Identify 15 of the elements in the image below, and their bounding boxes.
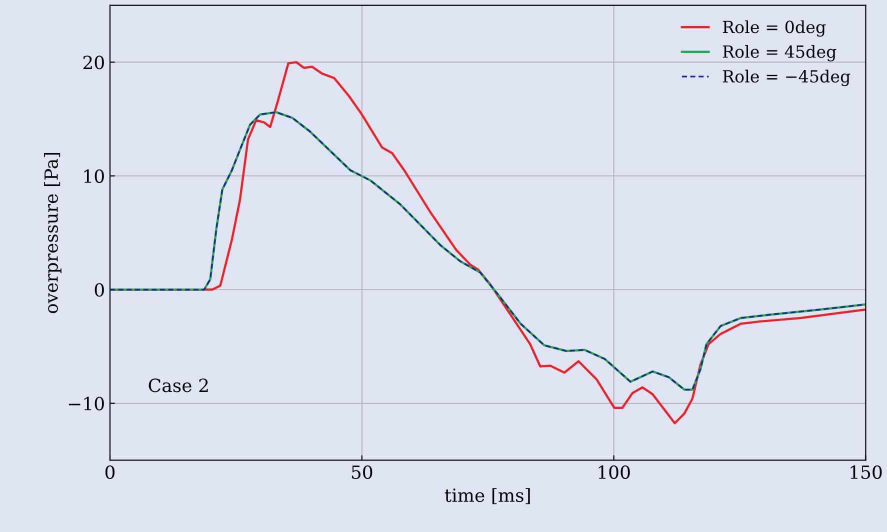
y-tick-label: 20 [83,56,104,70]
y-tick-label: 10 [84,169,104,184]
y-tick-label: −10 [68,396,104,410]
legend-label: Role = 45deg [722,45,836,62]
x-tick-label: 50 [352,465,372,480]
legend-label: Role = −45deg [722,70,850,86]
annotation: Case 2 [148,378,208,392]
y-tick-label: 0 [94,283,104,297]
x-axis-title: time [ms] [444,488,530,504]
x-tick-label: 0 [105,465,115,480]
y-axis-title: overpressure [Pa] [44,152,62,314]
line-series [110,111,866,391]
legend-label: Role = 0deg [722,20,826,37]
x-tick-label: 100 [598,465,630,480]
x-tick-label: 150 [850,465,882,480]
